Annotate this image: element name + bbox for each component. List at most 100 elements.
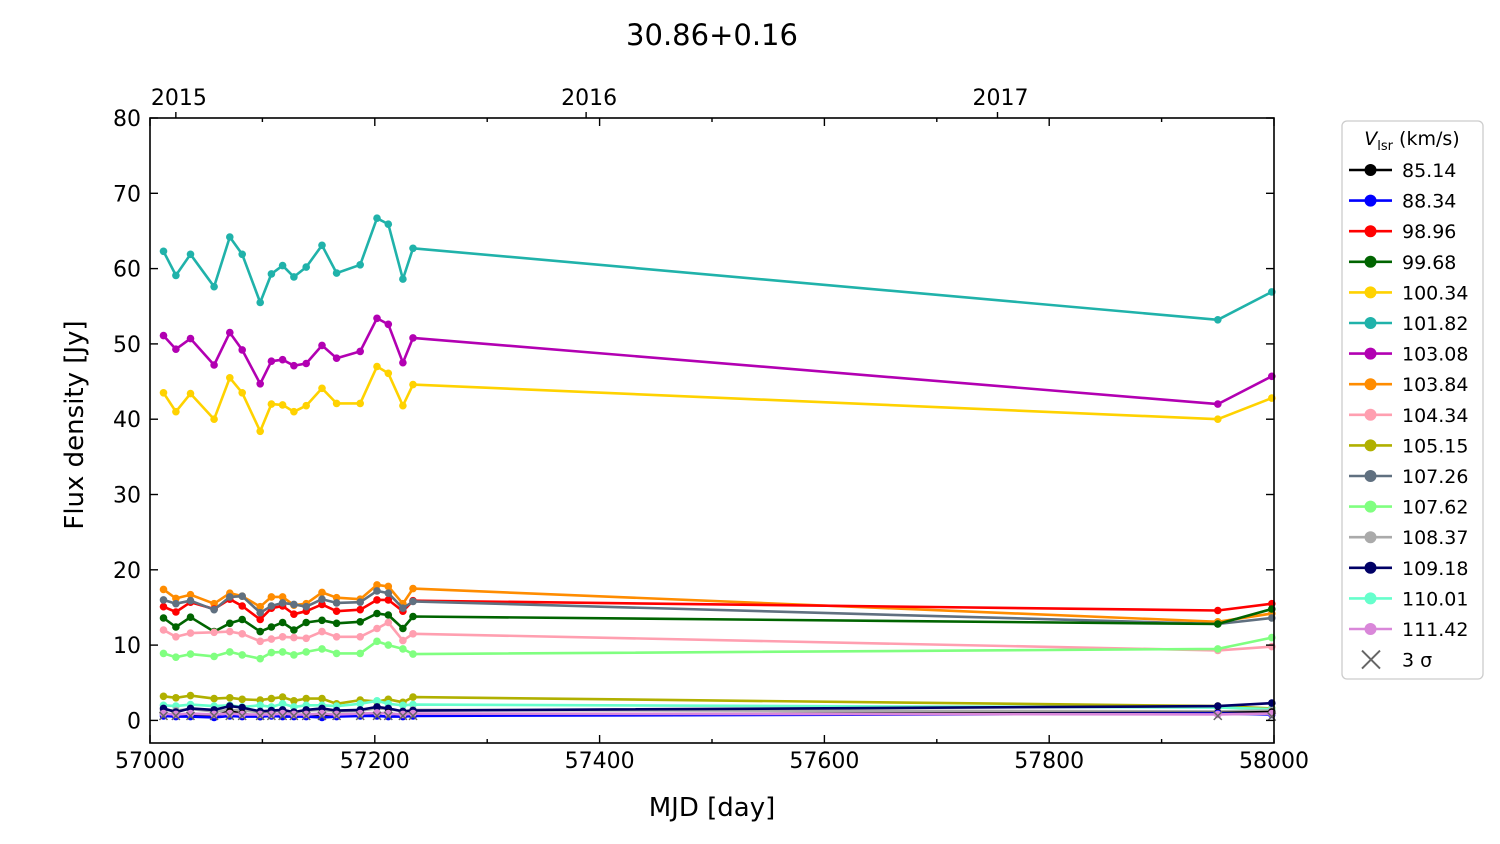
data-point-111.42-11 bbox=[318, 709, 326, 718]
data-point-99.68-17 bbox=[409, 612, 417, 621]
legend-marker-100.34 bbox=[1364, 286, 1377, 299]
data-point-107.62-14 bbox=[373, 637, 381, 646]
year-label-2015: 2015 bbox=[151, 86, 207, 111]
data-point-99.68-11 bbox=[318, 616, 326, 625]
data-point-111.42-8 bbox=[278, 709, 287, 718]
legend-label-107.26: 107.26 bbox=[1402, 466, 1468, 488]
sigma-mark-10 bbox=[301, 711, 311, 721]
legend-title-sub: lsr bbox=[1377, 139, 1393, 154]
sigma-mark-16 bbox=[398, 711, 408, 721]
data-point-101.82-0 bbox=[159, 247, 168, 256]
data-point-103.84-6 bbox=[256, 602, 265, 611]
legend-item-88.34: 88.34 bbox=[1349, 191, 1456, 213]
sigma-mark-0 bbox=[158, 711, 169, 721]
data-point-111.42-7 bbox=[267, 710, 276, 719]
data-point-98.96-0 bbox=[159, 602, 168, 611]
data-point-101.82-6 bbox=[256, 298, 265, 307]
data-point-103.08-5 bbox=[238, 346, 246, 354]
sigma-mark-9 bbox=[289, 711, 299, 721]
legend-label-103.08: 103.08 bbox=[1402, 344, 1468, 366]
data-point-107.26-0 bbox=[159, 596, 168, 604]
sigma-mark-15 bbox=[383, 711, 393, 721]
data-point-110.01-16 bbox=[399, 701, 407, 710]
data-point-111.42-17 bbox=[409, 709, 417, 718]
legend-items: 85.14 88.34 98.96 99.68 100.34 101.82 103.08 10… bbox=[1349, 160, 1468, 672]
data-point-103.08-12 bbox=[332, 354, 341, 363]
data-point-107.26-8 bbox=[278, 599, 287, 607]
data-point-103.84-11 bbox=[318, 588, 326, 597]
data-point-107.62-13 bbox=[356, 649, 365, 658]
y-axis-label: Flux density [Jy] bbox=[60, 320, 90, 529]
data-point-104.34-7 bbox=[267, 635, 276, 643]
data-point-100.34-1 bbox=[172, 407, 180, 416]
data-point-107.62-12 bbox=[332, 649, 341, 658]
x-tick-label-57800: 57800 bbox=[1014, 749, 1084, 774]
data-point-110.01-8 bbox=[278, 700, 287, 708]
legend-marker-105.15 bbox=[1364, 439, 1377, 452]
legend-label-99.68: 99.68 bbox=[1402, 252, 1456, 274]
sigma-mark-17 bbox=[408, 711, 418, 721]
data-point-101.82-3 bbox=[210, 282, 218, 291]
legend-item-103.84: 103.84 bbox=[1349, 374, 1468, 396]
data-point-111.42-10 bbox=[302, 710, 311, 719]
year-label-2016: 2016 bbox=[561, 86, 617, 111]
data-point-103.84-2 bbox=[186, 590, 195, 599]
year-label-2017: 2017 bbox=[972, 86, 1028, 111]
data-point-100.34-18 bbox=[1214, 415, 1222, 424]
data-point-104.34-2 bbox=[186, 629, 195, 637]
legend-sigma-icon bbox=[1361, 649, 1381, 670]
data-point-99.68-1 bbox=[172, 623, 180, 631]
legend-label-98.96: 98.96 bbox=[1402, 221, 1456, 243]
data-point-107.26-2 bbox=[186, 596, 195, 605]
data-point-107.26-10 bbox=[302, 602, 311, 611]
data-point-110.01-9 bbox=[290, 703, 298, 711]
x-tick-label-57000: 57000 bbox=[115, 749, 185, 774]
legend-item-101.82: 101.82 bbox=[1349, 313, 1468, 335]
data-point-103.84-3 bbox=[210, 599, 218, 608]
legend-item-sigma: 3 σ bbox=[1361, 649, 1432, 672]
data-point-101.82-16 bbox=[399, 275, 407, 283]
data-point-105.15-1 bbox=[172, 694, 180, 702]
sigma-mark-7 bbox=[266, 711, 276, 721]
data-point-111.42-18 bbox=[1214, 710, 1222, 719]
data-point-104.34-6 bbox=[256, 637, 265, 646]
data-point-111.42-12 bbox=[332, 710, 341, 719]
legend-item-108.37: 108.37 bbox=[1349, 527, 1468, 549]
legend-item-100.34: 100.34 bbox=[1349, 282, 1468, 304]
legend-marker-98.96 bbox=[1364, 225, 1377, 238]
data-point-100.34-6 bbox=[256, 427, 265, 436]
data-point-100.34-13 bbox=[356, 399, 365, 408]
data-point-105.15-17 bbox=[409, 693, 417, 701]
data-point-103.08-4 bbox=[226, 328, 234, 337]
legend-item-99.68: 99.68 bbox=[1349, 252, 1456, 274]
y-tick-label-50: 50 bbox=[113, 333, 141, 358]
legend-item-107.26: 107.26 bbox=[1349, 466, 1468, 488]
legend-marker-101.82 bbox=[1364, 317, 1377, 329]
data-point-103.08-9 bbox=[290, 361, 298, 370]
legend-item-107.62: 107.62 bbox=[1349, 497, 1468, 519]
data-point-103.84-14 bbox=[373, 581, 381, 589]
series-107.62 bbox=[159, 633, 1276, 663]
legend-marker-104.34 bbox=[1364, 408, 1377, 421]
data-point-103.08-17 bbox=[409, 334, 417, 342]
series-line-104.34 bbox=[162, 621, 1272, 652]
data-point-111.42-0 bbox=[159, 709, 168, 718]
y-tick-label-80: 80 bbox=[113, 107, 141, 132]
sigma-mark-18 bbox=[1213, 711, 1223, 721]
data-point-99.68-13 bbox=[356, 618, 365, 626]
data-point-104.34-0 bbox=[159, 626, 168, 634]
data-point-98.96-15 bbox=[384, 596, 393, 604]
y-tick-label-40: 40 bbox=[113, 408, 141, 433]
data-point-107.62-6 bbox=[256, 654, 265, 663]
data-point-100.34-9 bbox=[290, 407, 298, 416]
y-tick-label-20: 20 bbox=[113, 559, 141, 584]
data-point-104.34-9 bbox=[290, 633, 298, 642]
y-tick-label-60: 60 bbox=[113, 258, 141, 283]
data-point-99.68-18 bbox=[1214, 620, 1222, 628]
data-point-101.82-10 bbox=[302, 263, 311, 271]
data-point-107.62-4 bbox=[226, 648, 234, 656]
data-point-101.82-13 bbox=[356, 261, 365, 269]
series-103.08 bbox=[159, 314, 1276, 408]
data-point-98.96-12 bbox=[332, 607, 341, 615]
data-point-99.68-16 bbox=[399, 624, 407, 633]
